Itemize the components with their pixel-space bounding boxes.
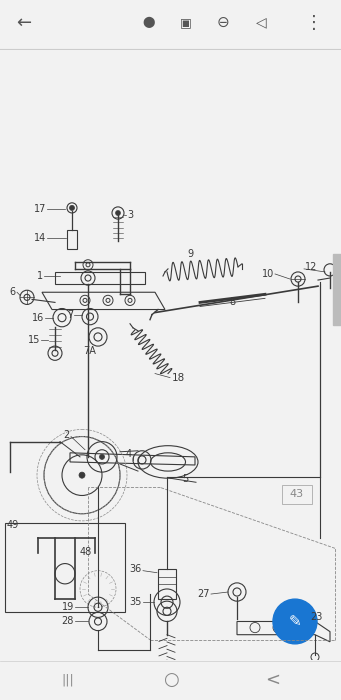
Text: 16: 16: [32, 313, 44, 323]
Circle shape: [273, 599, 317, 644]
Text: 28: 28: [62, 617, 74, 626]
Text: 19: 19: [62, 602, 74, 612]
Text: 2: 2: [64, 430, 70, 440]
Bar: [333, 253, 341, 325]
Text: 1: 1: [37, 271, 43, 281]
Text: ⊖: ⊖: [217, 15, 230, 30]
Text: 8: 8: [229, 298, 235, 307]
Text: 6: 6: [10, 287, 16, 298]
Text: 49: 49: [7, 520, 19, 530]
Text: 4: 4: [126, 449, 132, 458]
Text: 7: 7: [67, 309, 73, 320]
Text: 12: 12: [305, 262, 317, 272]
Text: ◁: ◁: [255, 15, 266, 29]
Circle shape: [79, 472, 85, 478]
Text: ○: ○: [163, 671, 178, 689]
Circle shape: [116, 211, 120, 216]
Text: 7A: 7A: [84, 346, 97, 356]
Text: 5: 5: [182, 474, 188, 484]
Bar: [158, 568, 176, 599]
Text: 17: 17: [34, 204, 46, 214]
Text: <: <: [265, 671, 280, 689]
Text: 36: 36: [130, 564, 142, 573]
Text: ▣: ▣: [180, 16, 192, 29]
Text: 35: 35: [130, 597, 142, 607]
Text: 43: 43: [290, 489, 304, 500]
Text: 3: 3: [127, 210, 133, 220]
Bar: [5, 523, 125, 612]
Text: 18: 18: [172, 372, 185, 383]
Text: |||: |||: [62, 673, 75, 687]
Text: 14: 14: [34, 233, 46, 244]
Bar: [67, 230, 77, 248]
Text: ⬤: ⬤: [142, 17, 154, 28]
Text: ⋮: ⋮: [305, 14, 323, 32]
Text: ←: ←: [16, 14, 31, 32]
Circle shape: [100, 454, 104, 459]
Text: 15: 15: [28, 335, 40, 345]
Text: 10: 10: [262, 269, 274, 279]
Text: 9: 9: [187, 248, 193, 258]
Circle shape: [70, 205, 74, 211]
Text: 27: 27: [197, 589, 210, 599]
Text: 23: 23: [310, 612, 322, 622]
Text: 48: 48: [80, 547, 92, 557]
Bar: [282, 485, 312, 503]
Text: ✎: ✎: [288, 614, 301, 629]
